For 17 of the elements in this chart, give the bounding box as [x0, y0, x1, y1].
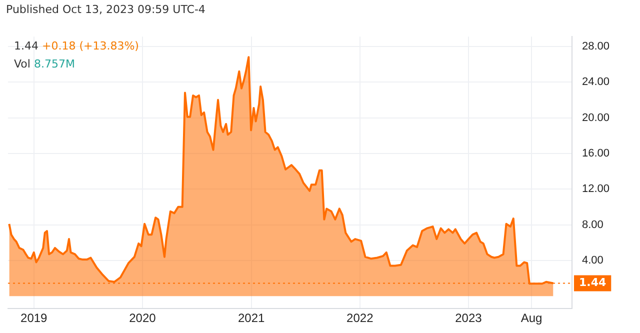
y-tick-label: 8.00 [582, 218, 604, 231]
x-tick-label: 2022 [346, 311, 374, 326]
x-tick-label: 2019 [20, 311, 48, 326]
x-tick-label: 2023 [455, 311, 482, 326]
y-tick-label: 4.00 [582, 254, 604, 266]
x-tick-label: Aug [520, 311, 542, 326]
y-tick-label: 24.00 [582, 76, 610, 88]
y-tick-label: 20.00 [582, 112, 610, 124]
ref-line-label: 1.44 [579, 276, 606, 290]
text: Published Oct 13, 2023 09:59 UTC-4 [5, 2, 206, 18]
annotation: Vol 8.757M [14, 57, 75, 70]
y-tick-label: 28.00 [582, 40, 610, 52]
y-tick-label: 16.00 [582, 147, 610, 160]
y-tick-label: 12.00 [582, 183, 610, 196]
x-tick-label: 2020 [129, 311, 156, 326]
x-tick-label: 2021 [238, 311, 265, 326]
annotation: 1.44 +0.18 (+13.83%) [14, 39, 139, 52]
